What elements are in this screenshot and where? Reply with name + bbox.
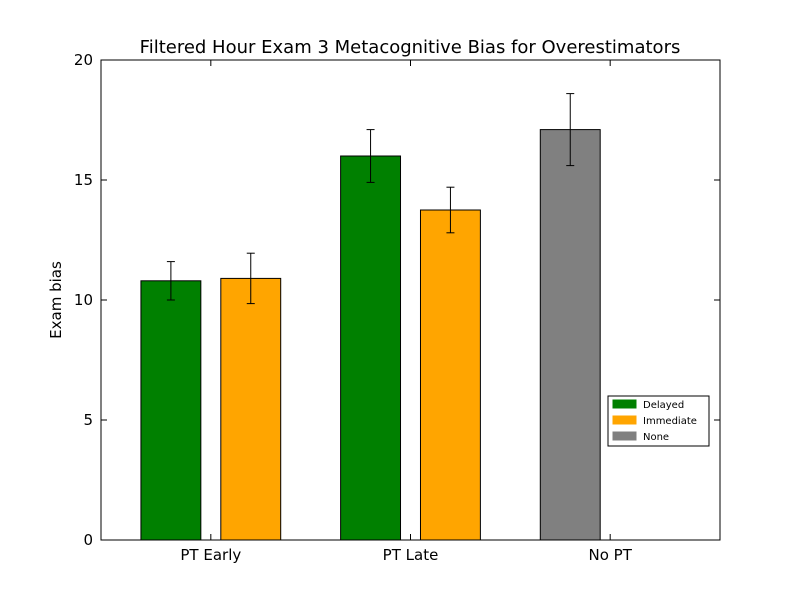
y-tick-label: 0	[83, 531, 93, 549]
legend-swatch-delayed	[612, 399, 637, 409]
error-bar-delayed-0	[166, 261, 175, 301]
x-tick-label: No PT	[588, 546, 632, 564]
y-axis: 0 5 10 15 20	[74, 51, 720, 549]
error-bar-immediate-0	[246, 252, 255, 305]
y-tick-label: 20	[74, 51, 93, 69]
y-tick-label: 5	[83, 411, 93, 429]
legend-swatch-none	[612, 431, 637, 441]
legend-label-delayed: Delayed	[643, 400, 684, 411]
x-tick-label: PT Early	[180, 546, 241, 564]
legend-swatch-immediate	[612, 415, 637, 425]
error-bar-immediate-1	[446, 186, 455, 234]
error-bar-none-2	[566, 93, 575, 167]
bar-immediate-1	[419, 209, 481, 541]
y-tick-label: 15	[74, 171, 93, 189]
chart-title: Filtered Hour Exam 3 Metacognitive Bias …	[140, 37, 681, 58]
legend-label-immediate: Immediate	[643, 416, 697, 427]
error-bar-delayed-1	[366, 129, 375, 183]
y-tick-label: 10	[74, 291, 93, 309]
bar-immediate-0	[220, 277, 282, 541]
bars-group	[140, 129, 681, 541]
y-axis-label: Exam bias	[47, 261, 65, 339]
error-bars-group	[166, 93, 575, 305]
bar-delayed-0	[140, 280, 202, 541]
x-tick-label: PT Late	[383, 546, 439, 564]
legend-label-none: None	[643, 432, 669, 443]
legend: Delayed Immediate None	[607, 395, 710, 447]
bar-delayed-1	[340, 155, 402, 541]
x-axis: PT Early PT Late No PT	[180, 60, 633, 564]
bar-none-2	[539, 129, 601, 541]
